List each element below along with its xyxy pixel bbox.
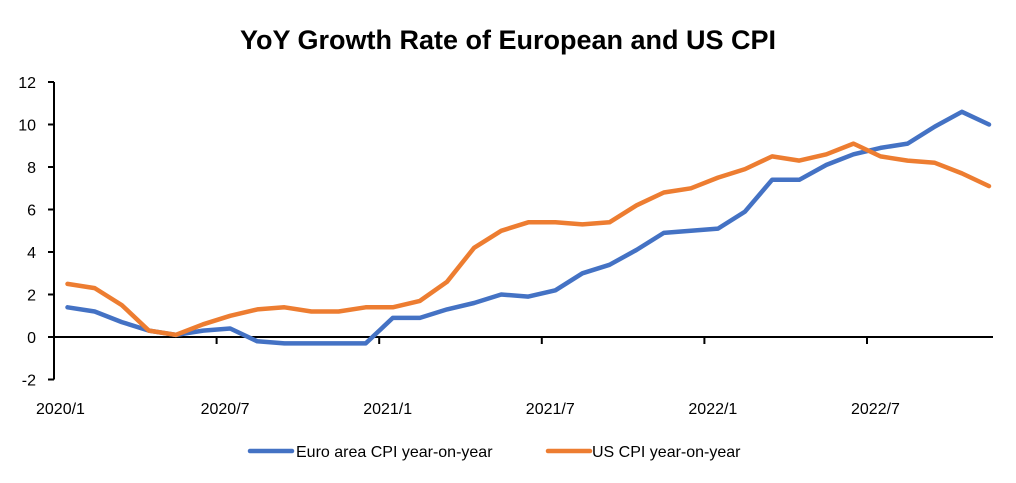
- legend: Euro area CPI year-on-year US CPI year-on…: [247, 444, 741, 461]
- series-line-euro: [65, 109, 992, 346]
- y-tick-label: -2: [22, 373, 36, 390]
- x-tick-label: 2021/7: [526, 401, 575, 418]
- x-tick-label: 2021/1: [363, 401, 412, 418]
- y-tick-label: 0: [27, 330, 36, 347]
- legend-label: Euro area CPI year-on-year: [296, 444, 493, 461]
- x-tick-label: 2020/7: [201, 401, 250, 418]
- y-tick-label: 4: [27, 245, 36, 262]
- series-line-us: [65, 141, 992, 338]
- y-tick-label: 10: [18, 118, 36, 135]
- y-tick-label: 6: [27, 203, 36, 220]
- y-tick-label: 8: [27, 160, 36, 177]
- x-tick-label: 2020/1: [36, 401, 85, 418]
- y-tick-label: 2: [27, 288, 36, 305]
- x-tick-label: 2022/1: [688, 401, 737, 418]
- x-axis: 2020/1 2020/7 2021/1 2021/7 2022/1 2022/7: [36, 336, 993, 418]
- y-axis: -2 0 2 4 6 8 10 12: [18, 75, 55, 390]
- chart-title: YoY Growth Rate of European and US CPI: [240, 25, 776, 55]
- series-group: [65, 109, 992, 346]
- x-tick-label: 2022/7: [851, 401, 900, 418]
- y-tick-label: 12: [18, 75, 36, 92]
- legend-label: US CPI year-on-year: [592, 444, 741, 461]
